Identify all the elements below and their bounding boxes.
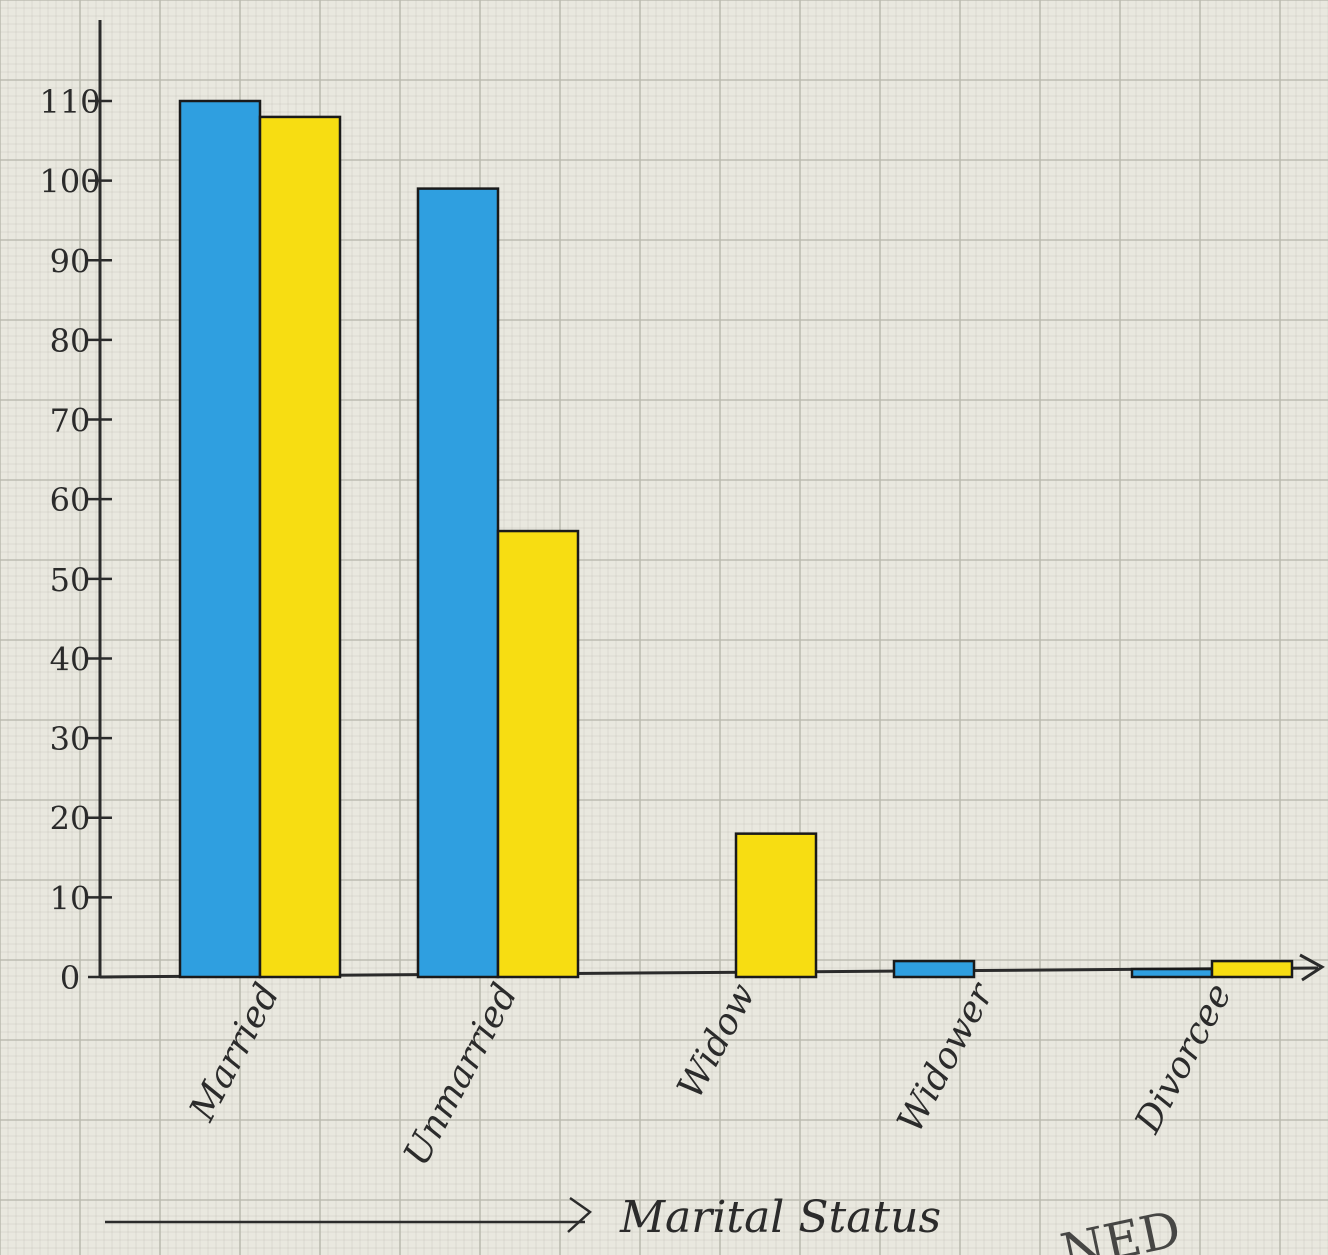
bar-divorcee-series-1 bbox=[1130, 967, 1214, 979]
bar-widow-series-2 bbox=[734, 832, 818, 979]
bar-unmarried-series-1 bbox=[416, 187, 500, 979]
y-tick-label: 30 bbox=[50, 720, 91, 758]
x-label-arrow-head bbox=[567, 1196, 592, 1233]
y-tick-label: 40 bbox=[50, 640, 91, 678]
x-axis-label-group: Marital Status bbox=[105, 1192, 941, 1243]
y-tick-label: 10 bbox=[50, 879, 91, 917]
bar-divorcee-series-2 bbox=[1210, 959, 1294, 979]
x-tick-label-widow: Widow bbox=[670, 977, 764, 1105]
bars bbox=[178, 99, 1294, 979]
x-axis-label: Marital Status bbox=[619, 1192, 941, 1243]
y-tick-label: 70 bbox=[50, 402, 91, 440]
y-tick-label: 50 bbox=[50, 561, 91, 599]
x-tick-label-unmarried: Unmarried bbox=[396, 977, 526, 1172]
y-tick-label: 0 bbox=[60, 959, 80, 997]
y-tick-label: 60 bbox=[50, 481, 91, 519]
bar-married-series-2 bbox=[258, 115, 342, 979]
y-tick-label: 80 bbox=[50, 322, 91, 360]
y-tick-label: 100 bbox=[39, 163, 100, 201]
x-axis-arrow-head bbox=[1299, 953, 1325, 982]
x-tick-labels: Married Unmarried Widow Widower Divorcee bbox=[182, 975, 1240, 1172]
y-tick-label: 110 bbox=[39, 83, 100, 121]
y-tick-labels: 0 10 20 30 40 50 60 70 80 90 100 110 bbox=[39, 83, 112, 997]
y-tick-label: 90 bbox=[50, 242, 91, 280]
bar-married-series-1 bbox=[178, 99, 262, 979]
bar-widower-series-1 bbox=[892, 959, 976, 979]
y-tick-label: 20 bbox=[50, 800, 91, 838]
bar-unmarried-series-2 bbox=[496, 529, 580, 979]
